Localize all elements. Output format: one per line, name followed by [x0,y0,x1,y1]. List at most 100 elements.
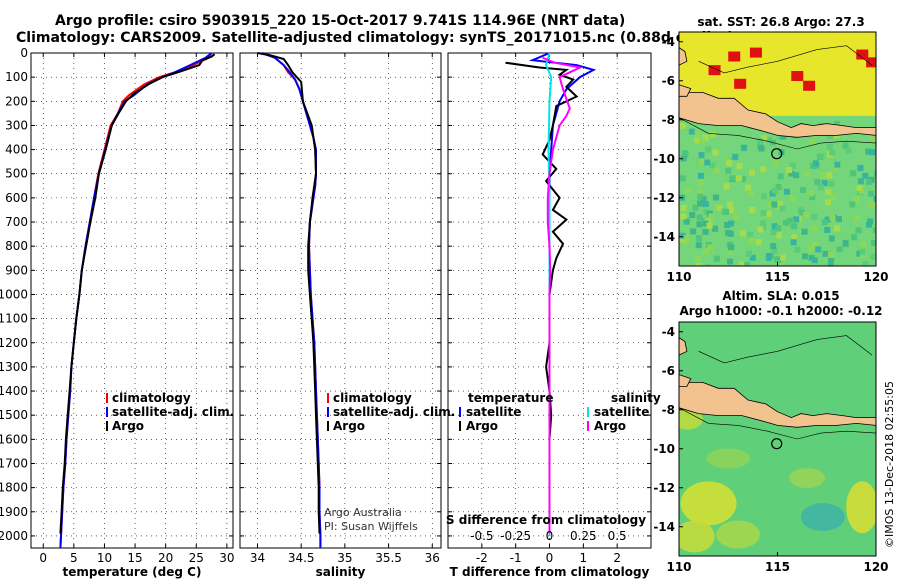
sst-pixel [716,204,723,211]
sla-blob [679,520,715,553]
sst-pixel [702,228,709,235]
sst-pixel [849,201,856,208]
sst-pixel [745,250,752,257]
x-tick-label: 5 [70,551,78,565]
sst-pixel [713,255,720,262]
sst-pixel [829,149,836,156]
map-x-tick-label: 110 [666,270,691,284]
sst-pixel [826,143,833,150]
sst-pixel [851,234,858,241]
sst-pixel [858,188,865,195]
panel-frame [30,52,234,549]
x-tick-label-salinity-diff: 0.5 [608,529,627,543]
sst-pixel [695,262,702,266]
sst-pixel [856,184,863,191]
x-tick-label: 34.5 [288,551,315,565]
sst-pixel [738,261,745,266]
sst-pixel [857,178,864,185]
sst-pixel [728,220,735,227]
y-tick-label: 1900 [0,505,28,519]
y-tick-label: 300 [5,118,28,132]
sst-pixel [679,175,686,182]
sst-pixel [789,194,796,201]
sst-pixel [760,193,767,200]
map-sst_map: -4 -6 -8 -10 -12 -14 110 115 120 [653,31,889,284]
sst-pixel [853,197,860,204]
sst-pixel [811,224,818,231]
map-x-tick-label: 115 [765,270,790,284]
sst-pixel [827,251,834,258]
sst-pixel [710,131,717,138]
sst-pixel [821,179,828,186]
sst-pixel [842,239,849,246]
sst-pixel [865,178,872,185]
panel-salinity: 34 34.5 35 35.5 36 salinity [239,52,442,579]
x-tick-label: 34 [250,551,265,565]
map-sla_map: -4 -6 -8 -10 -12 -14 110 115 120 [653,321,889,574]
sst-hotspot [856,49,869,60]
sst-pixel [725,167,732,174]
y-tick-label: 2000 [0,529,28,543]
sst-pixel [783,188,790,195]
credit-line1: Argo Australia [324,506,402,519]
sst-pixel [766,136,773,143]
y-tick-label: 200 [5,94,28,108]
sst-pixel [739,230,746,237]
sst-pixel [815,246,822,253]
panel-frame [239,52,442,549]
y-tick-label: 400 [5,143,28,157]
land-island [679,84,692,97]
sst-pixel [695,235,702,242]
credit-line2: PI: Susan Wijffels [324,520,418,533]
sst-pixel [874,169,876,176]
land-java-bali [679,381,876,428]
sst-pixel [775,225,782,232]
sst-pixel [684,234,691,241]
sst-pixel [833,225,840,232]
x-tick-label: 0 [39,551,47,565]
x-tick-label: 35.5 [375,551,402,565]
legend-label: climatology [112,391,191,405]
sst-hotspot [866,57,876,68]
sst-pixel [828,235,835,242]
sst-pixel [821,219,828,226]
panel-difference: -2 -1 0 1 2T difference from climatology [447,52,652,579]
land-north [679,47,688,66]
map-y-tick-label: -10 [653,442,675,456]
sst-pixel [868,190,875,197]
map-y-tick-label: -12 [653,191,675,205]
sst-pixel [697,179,704,186]
sst-pixel [827,262,834,266]
sst-pixel [736,162,743,169]
sst-pixel [680,213,687,220]
y-tick-label: 1000 [0,287,28,301]
sla-blob [800,503,845,531]
sst-pixel [679,232,686,239]
sst-pixel [771,201,778,208]
sst-pixel [820,172,827,179]
y-tick-label: 1500 [0,408,28,422]
sst-pixel [855,227,862,234]
sst-pixel [698,138,705,145]
sst-pixel [698,152,705,159]
sst-pixel [749,254,756,261]
sst-pixel [713,167,720,174]
y-tick-label: 900 [5,263,28,277]
sst-pixel [748,169,755,176]
y-tick-label: 1300 [0,360,28,374]
y-tick-label: 1100 [0,312,28,326]
sst-pixel [724,221,731,228]
chart-title-line2: Climatology: CARS2009. Satellite-adjuste… [16,30,734,46]
x-tick-label-salinity-diff: -0.25 [500,529,531,543]
map-y-tick-label: -14 [653,520,675,534]
x-tick-label: 1 [580,551,588,565]
y-tick-label: 1800 [0,481,28,495]
sst-pixel [695,242,702,249]
x-tick-label-salinity-diff: 0.25 [570,529,597,543]
sst-pixel [690,228,697,235]
sst-pixel [827,133,834,140]
sst-pixel [809,194,816,201]
sst-pixel [829,214,836,221]
legend-label: Argo [594,419,626,433]
